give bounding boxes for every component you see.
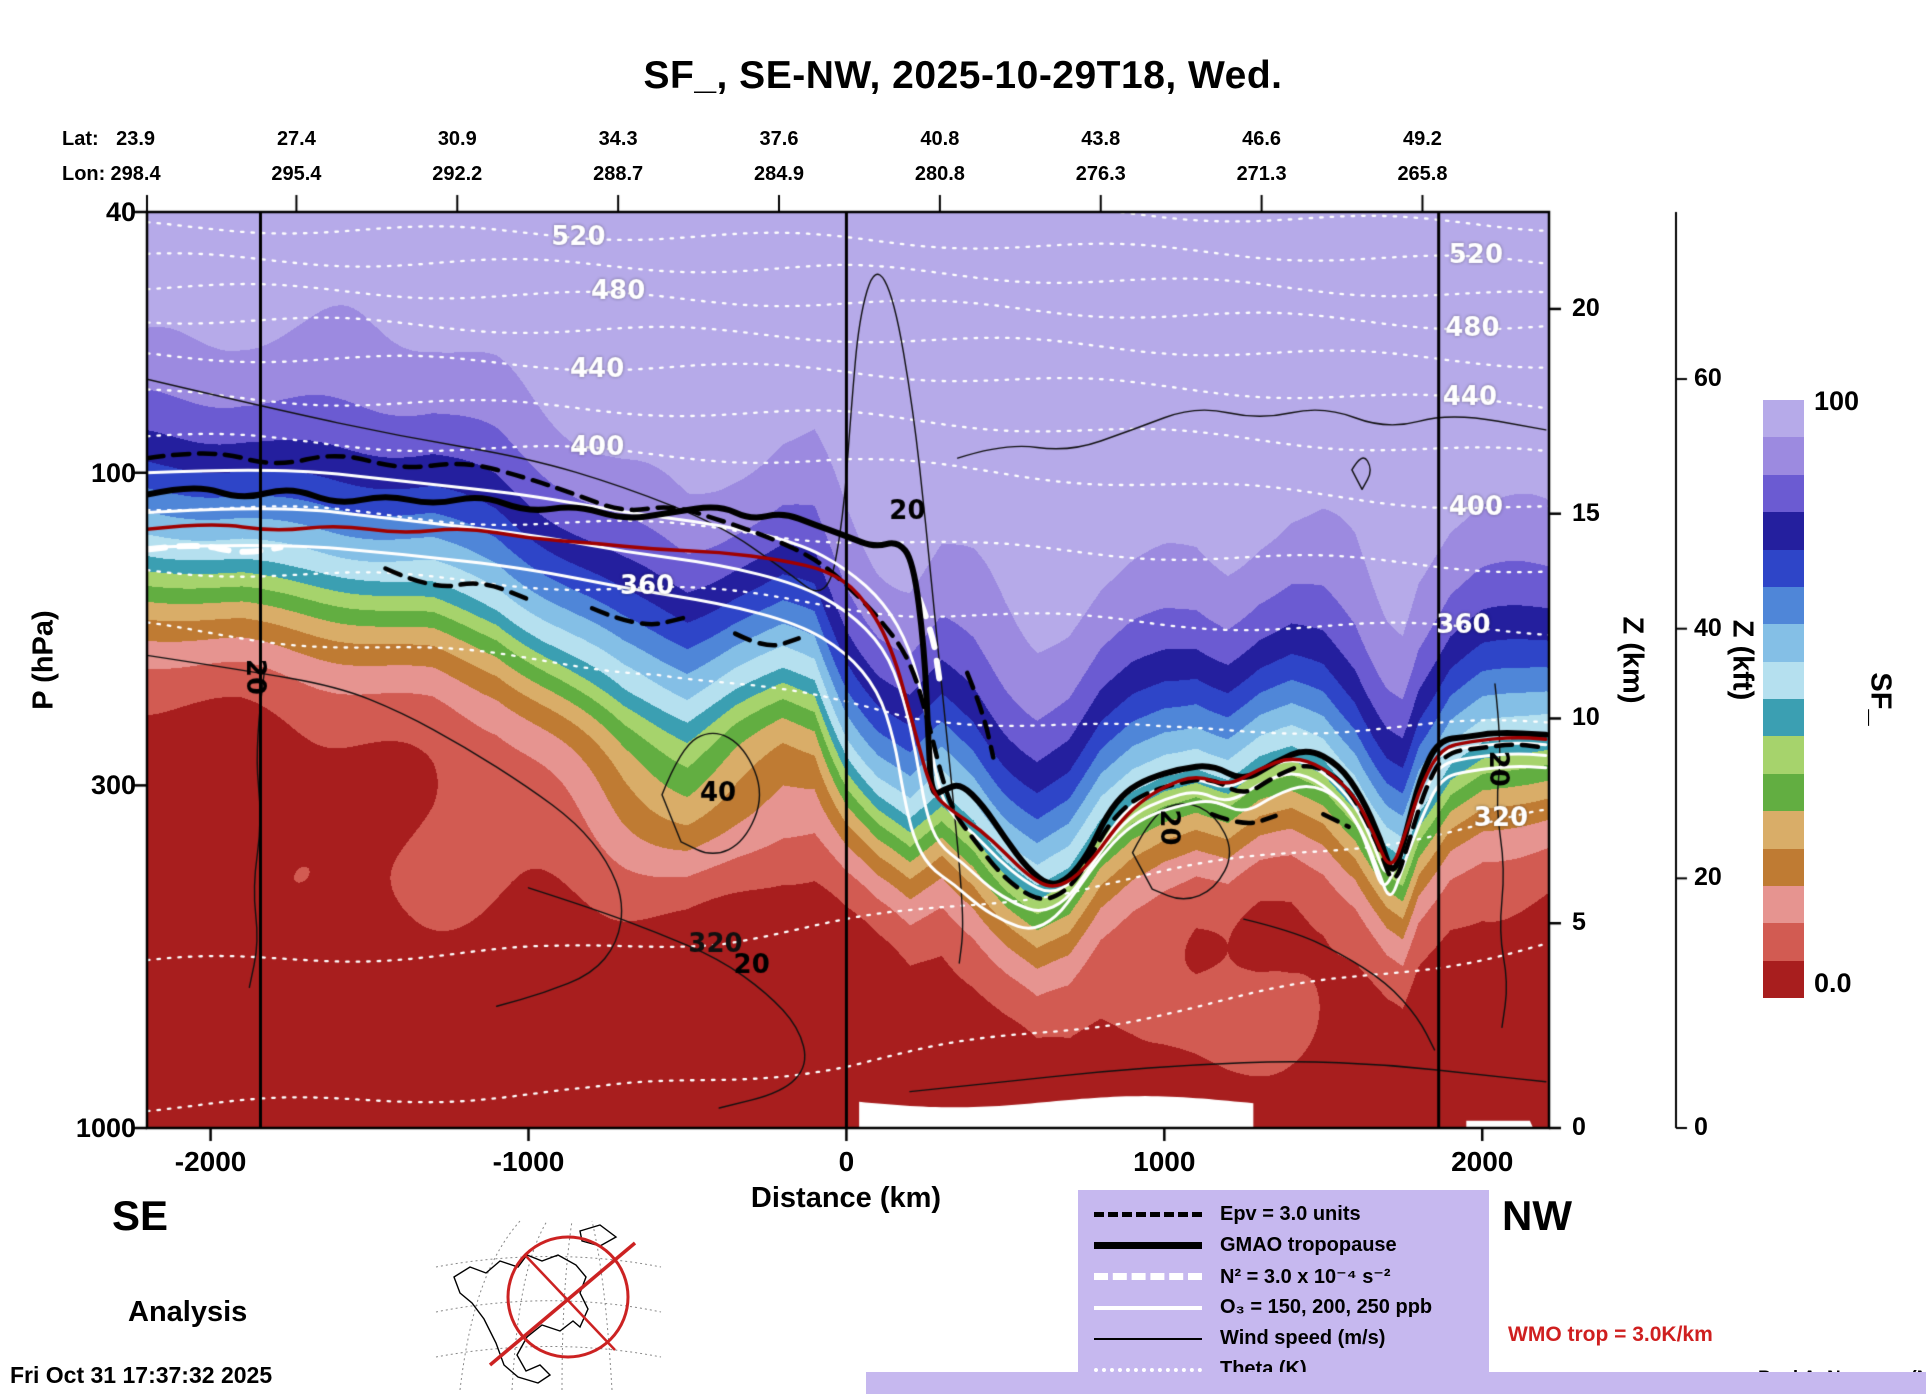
lon-value: 292.2 [432, 163, 483, 185]
lon-axis-label: Lon: [62, 163, 106, 185]
map-cross-mark [524, 1254, 616, 1351]
colorbar-band [1763, 885, 1804, 924]
lat-value: 43.8 [1081, 128, 1121, 150]
colorbar-band [1763, 400, 1804, 438]
map-graticule [435, 1220, 662, 1390]
lon-value: 280.8 [914, 163, 965, 185]
z-km-tick-label: 15 [1572, 498, 1600, 527]
legend-label: Epv = 3.0 units [1220, 1203, 1361, 1225]
legend-row: Wind speed (m/s) [1078, 1323, 1489, 1354]
colorbar-band [1763, 773, 1804, 812]
distance-tick-label: -2000 [174, 1146, 247, 1177]
tropopause-thick-black-swatch [1094, 1242, 1202, 1249]
lon-value: 284.9 [753, 163, 805, 185]
colorbar-band [1763, 512, 1804, 550]
pressure-tick-label: 40 [105, 197, 136, 227]
lat-value: 40.8 [920, 128, 960, 150]
colorbar-band [1763, 848, 1804, 886]
map-inset [430, 1215, 667, 1390]
lat-value: 46.6 [1242, 128, 1282, 150]
endpoint-se-label: SE [112, 1192, 169, 1239]
z-km-tick-label: 5 [1572, 908, 1586, 937]
lon-value: 295.4 [271, 163, 322, 185]
legend-label: N² = 3.0 x 10⁻⁴ s⁻² [1220, 1266, 1391, 1288]
legend-label: GMAO tropopause [1220, 1234, 1397, 1256]
chart-title: SF_, SE-NW, 2025-10-29T18, Wed. [643, 54, 1283, 97]
legend-row: GMAO tropopause [1078, 1230, 1489, 1261]
colorbar-title: SF_ [1864, 672, 1897, 726]
colorbar-band [1763, 549, 1804, 587]
map-cross-section-path [488, 1241, 637, 1367]
legend-label: O₃ = 150, 200, 250 ppb [1220, 1296, 1433, 1318]
wind-thin-black-swatch [1094, 1337, 1202, 1340]
z-kft-axis-title: Z (kft) [1726, 619, 1759, 701]
theta-dotted-white-swatch [1094, 1367, 1202, 1372]
legend-row: Epv = 3.0 units [1078, 1199, 1489, 1230]
pressure-tick-label: 300 [90, 770, 136, 801]
distance-tick-label: 0 [838, 1146, 855, 1177]
colorbar [1763, 400, 1804, 998]
ozone-solid-white-swatch [1094, 1305, 1202, 1310]
colorbar-min-label: 0.0 [1814, 968, 1852, 998]
z-km-tick-label: 0 [1572, 1113, 1586, 1141]
distance-axis-title: Distance (km) [750, 1182, 942, 1214]
z-kft-tick-label: 20 [1694, 863, 1722, 892]
lat-axis-label: Lat: [62, 128, 99, 150]
distance-tick-label: 2000 [1451, 1146, 1514, 1177]
lat-value: 23.9 [116, 128, 156, 150]
footer-strip [866, 1372, 1926, 1394]
lat-value: 49.2 [1403, 128, 1442, 150]
lon-value: 298.4 [110, 163, 161, 185]
colorbar-band [1763, 923, 1804, 961]
colorbar-band [1763, 736, 1804, 774]
n2-dashed-white-swatch [1094, 1273, 1202, 1280]
legend-row: N² = 3.0 x 10⁻⁴ s⁻² [1078, 1261, 1489, 1292]
lat-value: 27.4 [276, 128, 316, 150]
lon-value: 276.3 [1075, 163, 1126, 185]
colorbar-band [1763, 437, 1804, 475]
colorbar-band [1763, 960, 1804, 998]
colorbar-band [1763, 474, 1804, 513]
distance-tick-label: 1000 [1133, 1146, 1196, 1177]
wmo-tropopause-note: WMO trop = 3.0K/km [1508, 1323, 1713, 1346]
lon-value: 265.8 [1397, 163, 1448, 185]
analysis-label: Analysis [128, 1296, 248, 1328]
pressure-tick-label: 100 [90, 457, 136, 488]
line-legend: Epv = 3.0 units GMAO tropopause N² = 3.0 x… [1078, 1190, 1489, 1392]
z-kft-tick-label: 60 [1694, 364, 1722, 393]
lat-value: 34.3 [598, 128, 638, 150]
pressure-axis-title: P (hPa) [27, 610, 60, 710]
z-km-tick-label: 20 [1572, 293, 1600, 322]
z-km-tick-label: 10 [1572, 703, 1600, 732]
lat-value: 30.9 [437, 128, 477, 150]
colorbar-band [1763, 699, 1804, 737]
colorbar-band [1763, 624, 1804, 662]
lat-value: 37.6 [759, 128, 799, 150]
timestamp: Fri Oct 31 17:37:32 2025 [10, 1362, 273, 1388]
map-region-circle [506, 1235, 630, 1359]
colorbar-band [1763, 661, 1804, 699]
lon-value: 271.3 [1236, 163, 1287, 185]
colorbar-max-label: 100 [1814, 386, 1860, 416]
z-kft-tick-label: 40 [1694, 613, 1722, 642]
colorbar-band [1763, 811, 1804, 849]
colorbar-band [1763, 586, 1804, 625]
epv-dashed-black-swatch [1094, 1212, 1202, 1217]
legend-label: Wind speed (m/s) [1220, 1327, 1386, 1349]
pressure-tick-label: 1000 [75, 1113, 136, 1143]
distance-tick-label: -1000 [492, 1146, 565, 1177]
z-km-axis-title: Z (km) [1616, 616, 1649, 704]
lon-value: 288.7 [593, 163, 644, 185]
z-kft-tick-label: 0 [1694, 1113, 1708, 1141]
endpoint-nw-label: NW [1502, 1192, 1572, 1239]
legend-row: O₃ = 150, 200, 250 ppb [1078, 1292, 1489, 1323]
